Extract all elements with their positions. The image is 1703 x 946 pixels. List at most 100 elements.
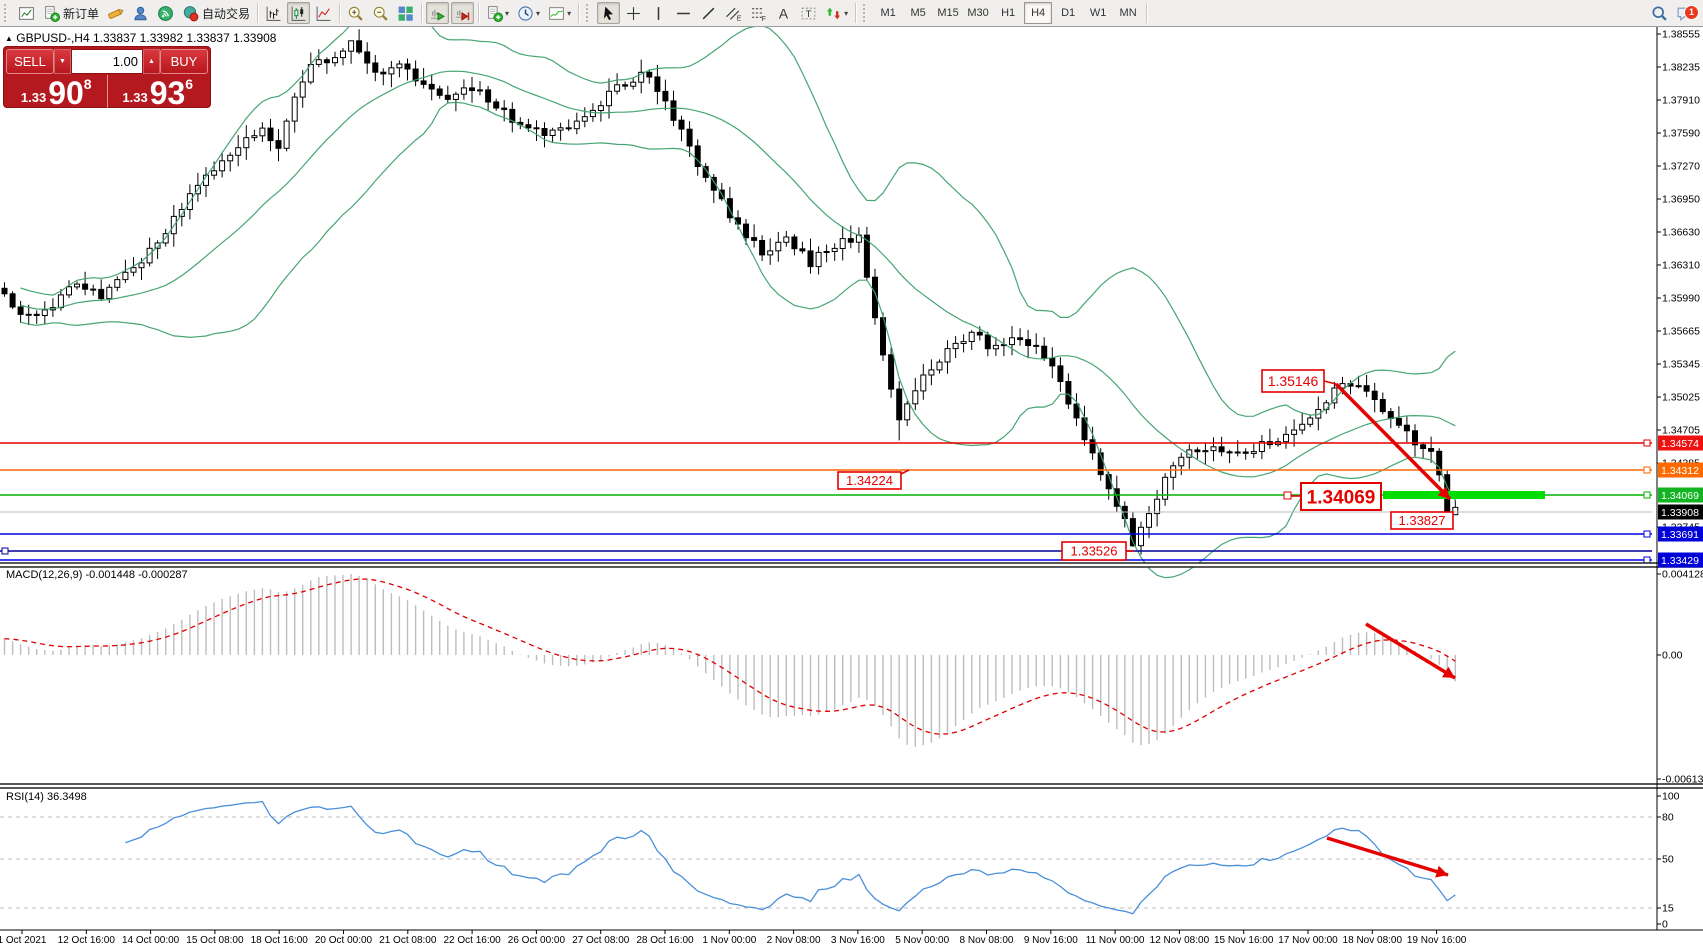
equidistant-channel-button[interactable]: E [722,2,745,24]
timeframe-m30-button[interactable]: M30 [967,7,989,19]
sell-price[interactable]: 1.33 90 8 [6,75,108,109]
toolbar-drag-handle[interactable] [4,4,11,22]
crosshair-button[interactable] [622,2,645,24]
tile-windows-button[interactable] [394,2,417,24]
bars-chart-button[interactable] [262,2,285,24]
svg-text:1.37270: 1.37270 [1662,161,1700,173]
trend-arrow[interactable] [1365,622,1456,680]
shapes-button[interactable]: ▾ [822,2,851,24]
notification-badge: 1 [1684,4,1699,20]
support-zone[interactable] [1383,491,1545,499]
svg-text:0.00: 0.00 [1662,650,1683,662]
new-order-label: 新订单 [63,6,100,21]
vertical-line-button[interactable] [647,2,670,24]
timeframe-h1-button[interactable]: H1 [1001,7,1016,19]
search-button[interactable] [1648,3,1671,25]
svg-text:0: 0 [1662,919,1668,931]
shift-chart-button[interactable] [451,2,475,24]
line-anchor[interactable] [1643,491,1651,499]
profile-button[interactable] [129,2,152,24]
volume-decrease-button[interactable]: ▼ [54,49,71,74]
sell-button[interactable]: SELL [6,49,54,74]
zoom-out-icon [373,6,388,21]
profile-icon [134,6,147,20]
toolbar-separator [578,3,580,23]
timeframe-mn-button[interactable]: MN [1119,7,1137,19]
annotation-label-1.34224 [837,471,902,490]
line-anchor[interactable] [1643,530,1651,538]
buy-button[interactable]: BUY [160,49,208,74]
new-order-button[interactable]: 新订单 [40,2,102,24]
timeframe-m1-button[interactable]: M1 [880,7,896,19]
annotation-label-1.33827 [1390,511,1454,530]
price-badge-1.34069 [1658,487,1703,503]
chevron-down-icon[interactable]: ▾ [536,8,541,18]
price-badge-1.34574 [1658,435,1703,451]
cursor-button[interactable] [597,2,621,24]
svg-text:14 Oct 00:00: 14 Oct 00:00 [122,935,180,946]
line-anchor[interactable] [1,547,9,555]
toolbar-group-3 [425,0,475,27]
buy-price[interactable]: 1.33 93 6 [108,75,209,109]
svg-text:27 Oct 08:00: 27 Oct 08:00 [572,935,630,946]
auto-scroll-button[interactable] [426,2,450,24]
svg-text:12 Oct 16:00: 12 Oct 16:00 [58,935,116,946]
toolbar-drag-handle[interactable] [586,4,593,22]
toolbar-group-2 [343,0,418,27]
timeframe-m15-button[interactable]: M15 [937,7,959,19]
svg-text:1.33691: 1.33691 [1661,529,1699,541]
pane-separators[interactable] [0,562,1703,789]
line-chart-button[interactable] [312,2,335,24]
text-label-button[interactable]: T [797,2,820,24]
svg-text:T: T [806,9,812,20]
svg-text:-0.006132: -0.006132 [1662,774,1703,786]
line-anchor[interactable] [1643,439,1651,447]
auto-trading-button[interactable]: 自动交易 [179,2,253,24]
price-badge-1.33691 [1658,526,1703,542]
annotations[interactable]: 1.35146 1.34224 1.34069 1.33827 1.33526 [837,369,1456,878]
text-a-button[interactable]: A [772,2,795,24]
timeframe-h4-button[interactable]: H4 [1024,2,1053,24]
timeframe-w1-button[interactable]: W1 [1089,7,1107,19]
toolbar-drag-handle[interactable] [863,4,870,22]
buy-price-prefix: 1.33 [122,90,148,105]
trendline-button[interactable] [697,2,720,24]
chart-surface[interactable] [0,27,1652,930]
toolbar-separator [421,3,423,23]
svg-text:15 Nov 16:00: 15 Nov 16:00 [1214,935,1274,946]
svg-text:100: 100 [1662,791,1680,803]
symbol-expand-icon[interactable]: ▲ [5,34,13,43]
vertical-line-icon [657,6,660,20]
zoom-out-button[interactable] [369,2,392,24]
trend-arrow[interactable] [1334,382,1452,501]
chevron-down-icon[interactable]: ▾ [567,8,572,18]
svg-text:1.38235: 1.38235 [1662,62,1700,74]
chevron-down-icon[interactable]: ▾ [844,8,849,18]
chart-window-button[interactable] [15,2,38,24]
timeframe-d1-button[interactable]: D1 [1061,7,1076,19]
zoom-in-button[interactable] [344,2,367,24]
chat-button[interactable]: 1 [1673,3,1699,25]
candles-chart-button[interactable] [287,2,311,24]
line-anchor[interactable] [1643,466,1651,474]
candles-chart-icon [291,6,306,21]
line-anchor[interactable] [1643,556,1651,564]
crayon-button[interactable] [104,2,127,24]
toolbar-group-5: E F A T ▾ [582,0,852,27]
arrowhead-icon [1437,486,1450,499]
svg-text:1.33526: 1.33526 [1071,544,1118,559]
fibonacci-button[interactable]: F [747,2,770,24]
volume-input[interactable] [71,49,143,74]
timeframe-m5-button[interactable]: M5 [910,7,926,19]
indicators-add-button[interactable]: ▾ [483,2,512,24]
volume-increase-button[interactable]: ▲ [143,49,160,74]
trend-arrow[interactable] [1326,836,1449,877]
chevron-down-icon[interactable]: ▾ [505,8,510,18]
signals-button[interactable] [154,2,177,24]
svg-text:2 Nov 08:00: 2 Nov 08:00 [767,935,821,946]
periods-clock-button[interactable]: ▾ [514,2,543,24]
templates-button[interactable]: ▾ [545,2,574,24]
horizontal-line-button[interactable] [672,2,695,24]
svg-text:3 Nov 16:00: 3 Nov 16:00 [831,935,885,946]
